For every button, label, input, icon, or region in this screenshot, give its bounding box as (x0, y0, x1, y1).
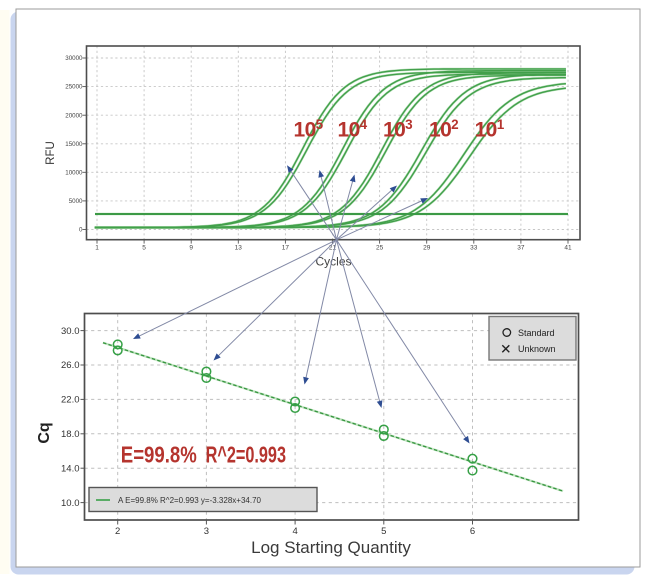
svg-text:RFU: RFU (45, 141, 57, 165)
svg-text:13: 13 (235, 245, 243, 252)
svg-text:21: 21 (329, 245, 337, 252)
svg-text:33: 33 (470, 245, 478, 252)
svg-text:25000: 25000 (65, 84, 83, 91)
svg-text:20000: 20000 (65, 112, 83, 119)
svg-text:0: 0 (79, 227, 83, 234)
svg-text:26.0: 26.0 (61, 360, 80, 371)
svg-text:10000: 10000 (65, 169, 83, 176)
svg-text:Standard: Standard (518, 328, 555, 338)
svg-text:41: 41 (564, 245, 572, 252)
svg-text:25: 25 (376, 245, 384, 252)
svg-text:Log Starting Quantity: Log Starting Quantity (251, 538, 411, 557)
svg-text:22.0: 22.0 (61, 395, 80, 406)
svg-text:3: 3 (204, 526, 209, 537)
svg-text:5000: 5000 (69, 198, 83, 205)
svg-text:1: 1 (95, 245, 99, 252)
svg-text:Cycles: Cycles (315, 255, 351, 269)
svg-text:10.0: 10.0 (61, 498, 80, 509)
svg-text:15000: 15000 (65, 141, 83, 148)
svg-text:2: 2 (115, 526, 120, 537)
svg-text:Cq: Cq (36, 422, 53, 443)
svg-text:R^2=0.993: R^2=0.993 (206, 441, 286, 467)
svg-text:30.0: 30.0 (61, 326, 80, 337)
svg-text:18.0: 18.0 (61, 429, 80, 440)
svg-text:4: 4 (292, 526, 297, 537)
svg-text:A E=99.8% R^2=0.993 y=-3.328x+: A E=99.8% R^2=0.993 y=-3.328x+34.70 (118, 496, 262, 505)
svg-text:30000: 30000 (65, 55, 83, 62)
svg-text:37: 37 (517, 245, 525, 252)
svg-text:17: 17 (282, 245, 290, 252)
svg-text:5: 5 (142, 245, 146, 252)
svg-text:E=99.8%: E=99.8% (121, 441, 197, 467)
svg-text:6: 6 (470, 526, 475, 537)
svg-text:Unknown: Unknown (518, 344, 556, 354)
svg-text:5: 5 (381, 526, 386, 537)
svg-text:14.0: 14.0 (61, 463, 80, 474)
svg-text:9: 9 (189, 245, 193, 252)
svg-text:29: 29 (423, 245, 431, 252)
